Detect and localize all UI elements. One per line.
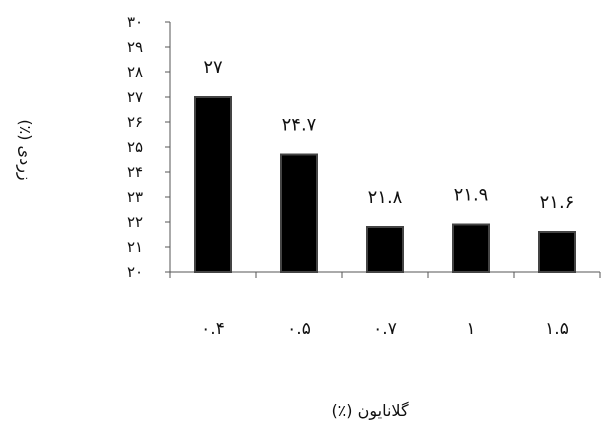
y-tick-label: ۲۱: [127, 238, 143, 256]
y-tick-label: ۲۲: [127, 213, 143, 231]
x-tick-labels-group: ۰.۴ ۰.۵ ۰.۷ ۱ ۱.۵: [201, 319, 569, 339]
y-tick-label: ۲۵: [127, 138, 143, 156]
bar: [452, 223, 490, 273]
data-label: ۲۴.۷: [282, 115, 317, 136]
x-tick-label: ۰.۴: [201, 319, 225, 339]
x-tick-label: ۰.۵: [287, 319, 311, 339]
data-label: ۲۱.۶: [540, 192, 575, 213]
y-tick-group: ۲۰ ۲۱ ۲۲ ۲۳ ۲۴ ۲۵ ۲۶ ۲۷ ۲۸ ۲۹ ۳۰: [127, 13, 170, 281]
y-tick-label: ۳۰: [127, 13, 143, 31]
y-tick-label: ۲۴: [127, 163, 143, 181]
x-tick-label: ۱: [466, 319, 475, 339]
y-tick-label: ۲۹: [127, 38, 143, 56]
bar: [538, 231, 576, 273]
y-tick-label: ۲۷: [127, 88, 143, 106]
data-label: ۲۱.۹: [454, 185, 489, 206]
data-labels-group: ۲۷ ۲۴.۷ ۲۱.۸ ۲۱.۹ ۲۱.۶: [203, 57, 574, 213]
x-axis-title: گلانایون (٪): [331, 401, 409, 421]
data-label: ۲۷: [203, 57, 223, 78]
y-tick-label: ۲۸: [127, 63, 143, 81]
bar: [280, 153, 318, 273]
x-tick-label: ۱.۵: [545, 319, 569, 339]
bar: [366, 226, 404, 273]
bars-group: [194, 96, 576, 273]
x-tick-label: ۰.۷: [373, 319, 397, 339]
bar: [194, 96, 232, 273]
y-tick-label: ۲۰: [127, 263, 143, 281]
y-tick-label: ۲۶: [127, 113, 143, 131]
data-label: ۲۱.۸: [368, 187, 403, 208]
y-axis-title: زردی (٪): [15, 119, 35, 180]
y-tick-label: ۲۳: [127, 188, 143, 206]
